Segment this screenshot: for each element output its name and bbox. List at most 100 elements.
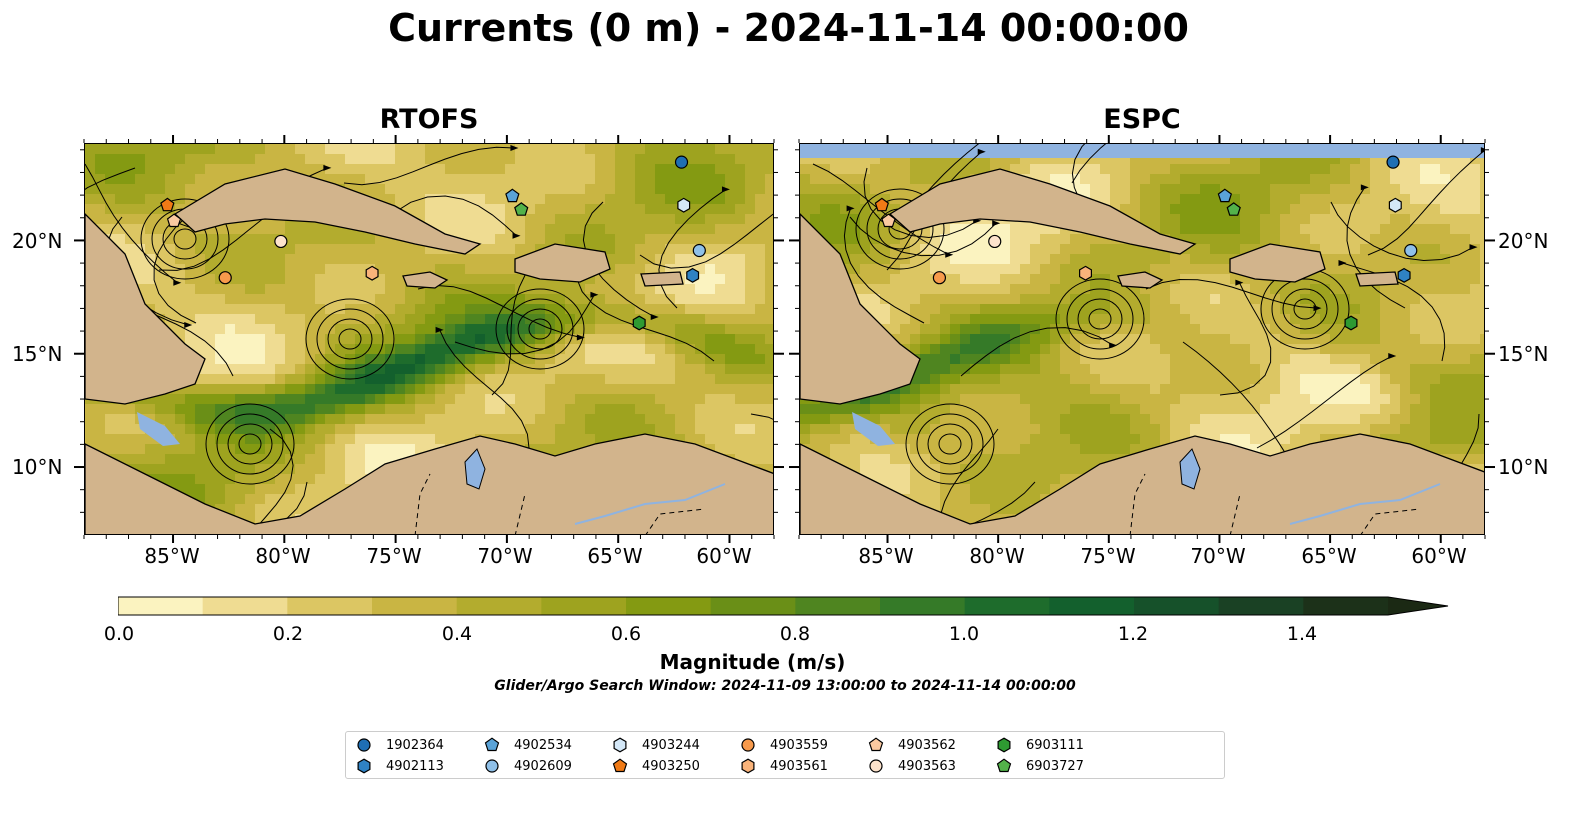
legend-marker [485, 759, 499, 773]
eddy-streamline [238, 433, 262, 455]
legend-label: 4902113 [386, 758, 444, 774]
legend-marker [997, 737, 1011, 753]
legend-marker [357, 738, 371, 752]
colorbar-segment [1303, 597, 1389, 615]
eddy-streamline [1066, 288, 1134, 350]
legend-marker [996, 758, 1012, 773]
legend-marker-pentagon-icon [868, 737, 884, 752]
legend-marker [741, 758, 755, 774]
legend-label: 4903563 [898, 758, 956, 774]
legend-item: 4903559 [740, 735, 828, 755]
legend-item: 4903562 [868, 735, 956, 755]
streamline-arrow [1480, 147, 1484, 154]
colorbar-title: Magnitude (m/s) [659, 650, 846, 674]
float-marker-4903559 [932, 271, 947, 285]
legend-marker-circle-icon [485, 759, 499, 773]
streamline [658, 188, 727, 309]
legend-item: 4902609 [484, 756, 572, 776]
legend-marker [868, 737, 884, 752]
figure-title: Currents (0 m) - 2024-11-14 00:00:00 [388, 6, 1189, 50]
float-marker-4902534 [1217, 188, 1233, 203]
float-marker-4903563 [274, 234, 288, 249]
lake-maracaibo [1179, 448, 1201, 490]
streamline-arrow [846, 205, 855, 212]
eddy-streamline [855, 188, 945, 270]
legend-marker-pentagon-icon [612, 758, 628, 773]
lon-tick-label: 80°W [255, 544, 311, 568]
legend-label: 4903561 [770, 758, 828, 774]
landmass [800, 213, 921, 405]
country-border [414, 473, 706, 534]
streamline [1256, 355, 1393, 449]
lat-tick-label: 20°N [1498, 229, 1549, 253]
streamline-arrow [977, 148, 986, 155]
streamline [85, 167, 136, 190]
landmass [1117, 271, 1164, 289]
colorbar-tick-label: 0.2 [272, 623, 304, 645]
lon-tick-label: 65°W [587, 544, 643, 568]
streamline-arrow [173, 279, 182, 286]
eddy-streamline [173, 228, 197, 250]
legend-item: 4903561 [740, 756, 828, 776]
lon-tick-label: 70°W [477, 544, 533, 568]
eddy-streamline [927, 423, 973, 465]
legend-label: 4902609 [514, 758, 572, 774]
lon-tick-label: 85°W [858, 544, 914, 568]
legend-item: 4903244 [612, 735, 700, 755]
colorbar-segment [1218, 597, 1304, 615]
colorbar-extend-arrow [1388, 597, 1448, 615]
colorbar-tick-label: 0.8 [779, 623, 811, 645]
float-marker-1902364 [1386, 155, 1400, 169]
streamline-arrow [1469, 244, 1478, 251]
legend-marker-circle-icon [357, 738, 371, 752]
float-marker-4903561 [1079, 265, 1092, 281]
legend-marker-circle-icon [741, 738, 755, 752]
legend-marker-hexagon-icon [613, 737, 627, 753]
eddy-streamline [517, 308, 563, 350]
streamline [863, 167, 978, 239]
colorbar-segment [880, 597, 966, 615]
colorbar-segment [541, 597, 627, 615]
legend-label: 1902364 [386, 737, 444, 753]
colorbar-tick-label: 0.0 [103, 623, 135, 645]
float-marker-4903250 [160, 197, 175, 212]
landmass [800, 433, 1484, 534]
lon-tick-label: 75°W [1080, 544, 1136, 568]
streamline-arrow [184, 321, 193, 328]
espc-map-canvas [800, 144, 1484, 534]
eddy-streamline [1077, 298, 1123, 340]
streamline [1071, 144, 1107, 184]
streamline-arrow [650, 313, 659, 320]
streamline-arrow [721, 186, 730, 193]
streamline-arrow [435, 326, 444, 333]
rtofs-map-canvas [85, 144, 773, 534]
landmass [85, 433, 773, 534]
float-marker-1902364 [674, 155, 689, 169]
legend-item: 4903250 [612, 756, 700, 776]
search-window-caption: Glider/Argo Search Window: 2024-11-09 13… [494, 678, 1076, 694]
legend-label: 6903111 [1026, 737, 1084, 753]
float-marker-6903727 [1226, 202, 1241, 216]
eddy-streamline [866, 198, 934, 260]
lon-tick-label: 75°W [366, 544, 422, 568]
streamline-arrow [1338, 259, 1347, 266]
legend-marker [612, 758, 628, 773]
rtofs-current-map [84, 143, 774, 535]
landmass [85, 213, 206, 405]
colorbar-segment [626, 597, 712, 615]
streamline [1330, 201, 1474, 262]
lake-maracaibo [464, 448, 486, 490]
float-marker-4902609 [692, 243, 706, 258]
legend-marker-hexagon-icon [357, 758, 371, 774]
legend-marker-pentagon-icon [484, 737, 500, 752]
eddy-streamline [1088, 308, 1112, 330]
colorbar-segment [287, 597, 373, 615]
legend-marker [869, 759, 883, 773]
streamline-arrow [323, 164, 332, 171]
eddy-streamline [327, 318, 373, 360]
colorbar-segment [710, 597, 796, 615]
streamline [1182, 341, 1288, 456]
legend-marker [741, 738, 755, 752]
panel-title-espc: ESPC [1103, 104, 1181, 135]
eddy-streamline [216, 413, 284, 475]
